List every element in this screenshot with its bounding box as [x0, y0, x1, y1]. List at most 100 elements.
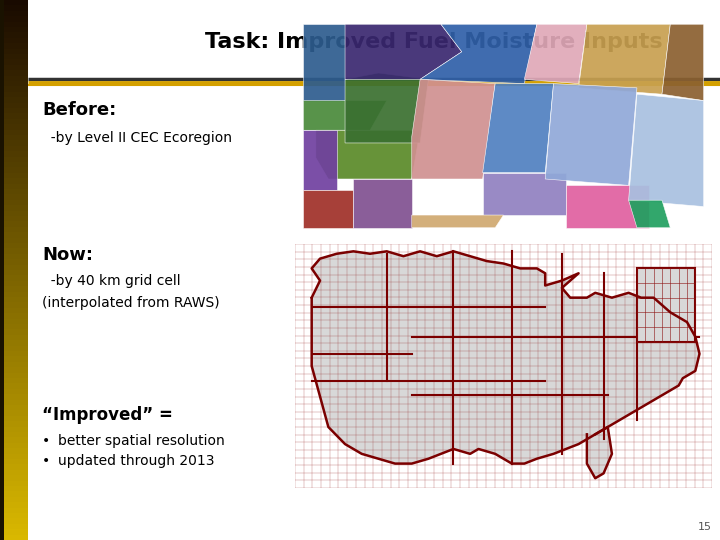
Bar: [0, 216, 28, 221]
Bar: [0, 324, 28, 329]
Bar: [0, 38, 28, 43]
Bar: [0, 394, 28, 400]
Text: Task: Improved Fuel Moisture Inputs: Task: Improved Fuel Moisture Inputs: [205, 31, 662, 51]
Bar: [0, 27, 28, 32]
Polygon shape: [303, 130, 337, 190]
Bar: [0, 297, 28, 302]
Text: “Improved” =: “Improved” =: [42, 406, 173, 424]
Polygon shape: [316, 130, 420, 179]
Bar: [0, 383, 28, 389]
Bar: [0, 329, 28, 335]
Bar: [0, 389, 28, 394]
Bar: [0, 286, 28, 292]
Text: •: •: [42, 454, 50, 468]
Bar: [0, 416, 28, 421]
Bar: [0, 259, 28, 265]
Bar: [0, 335, 28, 340]
Bar: [0, 437, 28, 443]
Bar: [0, 54, 28, 59]
Polygon shape: [412, 79, 495, 179]
Bar: [0, 135, 28, 140]
Bar: [0, 340, 28, 346]
Bar: [0, 146, 28, 151]
Polygon shape: [303, 100, 387, 130]
Polygon shape: [629, 94, 703, 207]
Bar: [0, 491, 28, 497]
Bar: [0, 265, 28, 270]
Bar: [0, 448, 28, 454]
Bar: [0, 427, 28, 432]
Bar: [0, 238, 28, 243]
Bar: [0, 124, 28, 130]
Bar: [0, 535, 28, 540]
Bar: [0, 270, 28, 275]
Bar: [0, 70, 28, 76]
Bar: [0, 346, 28, 351]
Polygon shape: [482, 173, 566, 215]
Bar: [28, 0, 720, 83]
Polygon shape: [629, 200, 670, 228]
Bar: [0, 97, 28, 103]
Bar: [0, 16, 28, 22]
Bar: [0, 421, 28, 427]
Bar: [0, 497, 28, 502]
Bar: [0, 275, 28, 281]
Bar: [0, 81, 28, 86]
Bar: [0, 194, 28, 200]
Bar: [0, 248, 28, 254]
Bar: [0, 189, 28, 194]
Bar: [0, 378, 28, 383]
Bar: [0, 32, 28, 38]
Polygon shape: [579, 24, 670, 94]
Polygon shape: [354, 179, 412, 228]
Bar: [0, 221, 28, 227]
Bar: [0, 11, 28, 16]
Bar: [0, 464, 28, 470]
Bar: [0, 151, 28, 157]
Bar: [0, 211, 28, 216]
Bar: [0, 22, 28, 27]
Bar: [0, 59, 28, 65]
Bar: [0, 518, 28, 524]
Polygon shape: [545, 84, 637, 185]
Bar: [0, 373, 28, 378]
Bar: [0, 486, 28, 491]
Bar: [0, 76, 28, 81]
Bar: [0, 140, 28, 146]
Polygon shape: [303, 190, 354, 228]
Text: Now:: Now:: [42, 246, 93, 264]
Text: better spatial resolution: better spatial resolution: [58, 434, 225, 448]
Bar: [0, 302, 28, 308]
Polygon shape: [345, 24, 462, 79]
Bar: [0, 459, 28, 464]
Bar: [0, 308, 28, 313]
Bar: [0, 0, 28, 5]
Bar: [0, 0, 4, 540]
Bar: [0, 103, 28, 108]
Text: •: •: [42, 434, 50, 448]
Bar: [0, 92, 28, 97]
Bar: [0, 178, 28, 184]
Bar: [0, 162, 28, 167]
Bar: [0, 281, 28, 286]
Text: -by Level II CEC Ecoregion: -by Level II CEC Ecoregion: [42, 131, 232, 145]
Polygon shape: [524, 24, 587, 84]
Polygon shape: [587, 427, 612, 478]
Bar: [28, 85, 720, 540]
Bar: [0, 524, 28, 529]
Polygon shape: [662, 24, 703, 100]
Text: updated through 2013: updated through 2013: [58, 454, 215, 468]
Bar: [0, 254, 28, 259]
Polygon shape: [345, 73, 428, 143]
Bar: [0, 362, 28, 367]
Bar: [0, 475, 28, 481]
Bar: [0, 481, 28, 486]
Bar: [0, 319, 28, 324]
Bar: [0, 508, 28, 513]
Bar: [0, 232, 28, 238]
Polygon shape: [566, 185, 649, 228]
Bar: [0, 108, 28, 113]
Bar: [0, 410, 28, 416]
Polygon shape: [482, 84, 554, 173]
Bar: [0, 405, 28, 410]
